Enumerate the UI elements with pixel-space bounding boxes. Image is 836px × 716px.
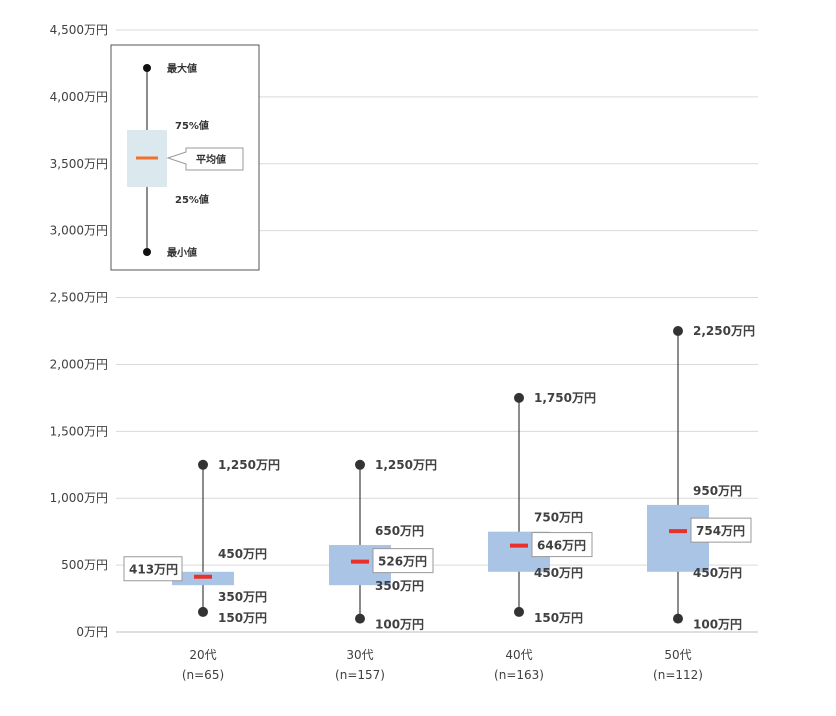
box-group-2: 1,250万円 100万円 650万円 350万円 526万円: [329, 458, 437, 632]
y-tick-label: 3,000万円: [50, 224, 108, 238]
q3-label: 950万円: [693, 484, 742, 498]
category-label: 30代: [346, 648, 373, 662]
y-tick-label: 4,000万円: [50, 90, 108, 104]
max-label: 1,750万円: [534, 391, 596, 405]
y-tick-label: 1,000万円: [50, 491, 108, 505]
q1-label: 350万円: [218, 590, 267, 604]
q3-label: 750万円: [534, 511, 583, 525]
legend-mean-label: 平均値: [196, 153, 226, 166]
min-point: [355, 613, 365, 624]
mean-label: 413万円: [129, 563, 178, 577]
mean-label: 646万円: [537, 539, 586, 553]
max-label: 1,250万円: [375, 458, 437, 472]
max-label: 1,250万円: [218, 458, 280, 472]
max-point: [673, 326, 683, 336]
sample-size-label: (n=157): [335, 668, 385, 682]
mean-label-box: [372, 548, 434, 574]
y-tick-label: 1,500万円: [50, 424, 108, 438]
max-point: [198, 459, 208, 470]
legend-q1-label: 25%値: [175, 193, 209, 206]
y-tick-label: 500万円: [61, 558, 108, 572]
mean-label-box: [531, 532, 593, 558]
y-tick-label: 2,000万円: [50, 357, 108, 371]
mean-label: 526万円: [378, 555, 427, 569]
y-tick-label: 3,500万円: [50, 157, 108, 171]
legend-min-dot: [143, 248, 151, 256]
q3-label: 450万円: [218, 547, 267, 561]
min-label: 150万円: [534, 611, 583, 625]
box-group-4: 2,250万円 100万円 950万円 450万円 754万円: [647, 324, 755, 632]
min-label: 150万円: [218, 611, 267, 625]
min-point: [198, 606, 208, 617]
legend: 最大値 75%値 平均値 25%値 最小値: [110, 44, 260, 271]
category-label: 50代: [664, 648, 691, 662]
max-point: [355, 459, 365, 470]
min-point: [673, 613, 683, 624]
q1-label: 350万円: [375, 579, 424, 593]
legend-min-label: 最小値: [167, 246, 197, 259]
mean-label-box: [690, 517, 752, 543]
min-label: 100万円: [693, 618, 742, 632]
min-point: [514, 606, 524, 617]
category-label: 20代: [189, 648, 216, 662]
box-group-3: 1,750万円 150万円 750万円 450万円 646万円: [488, 391, 596, 625]
category-label: 40代: [505, 648, 532, 662]
sample-size-label: (n=65): [182, 668, 224, 682]
q1-label: 450万円: [534, 566, 583, 580]
legend-q3-label: 75%値: [175, 119, 209, 132]
y-tick-label: 0万円: [76, 625, 108, 639]
q3-label: 650万円: [375, 524, 424, 538]
y-tick-label: 4,500万円: [50, 23, 108, 37]
sample-size-label: (n=112): [653, 668, 703, 682]
mean-label: 754万円: [696, 524, 745, 538]
max-point: [514, 392, 524, 403]
box-group-1: 1,250万円 150万円 450万円 350万円 413万円: [123, 458, 280, 625]
mean-label-box: [123, 556, 183, 582]
max-label: 2,250万円: [693, 324, 755, 338]
legend-max-dot: [143, 64, 151, 72]
q1-label: 450万円: [693, 566, 742, 580]
legend-max-label: 最大値: [167, 62, 197, 75]
legend-mean-callout: [166, 147, 244, 171]
min-label: 100万円: [375, 618, 424, 632]
sample-size-label: (n=163): [494, 668, 544, 682]
y-tick-label: 2,500万円: [50, 291, 108, 305]
